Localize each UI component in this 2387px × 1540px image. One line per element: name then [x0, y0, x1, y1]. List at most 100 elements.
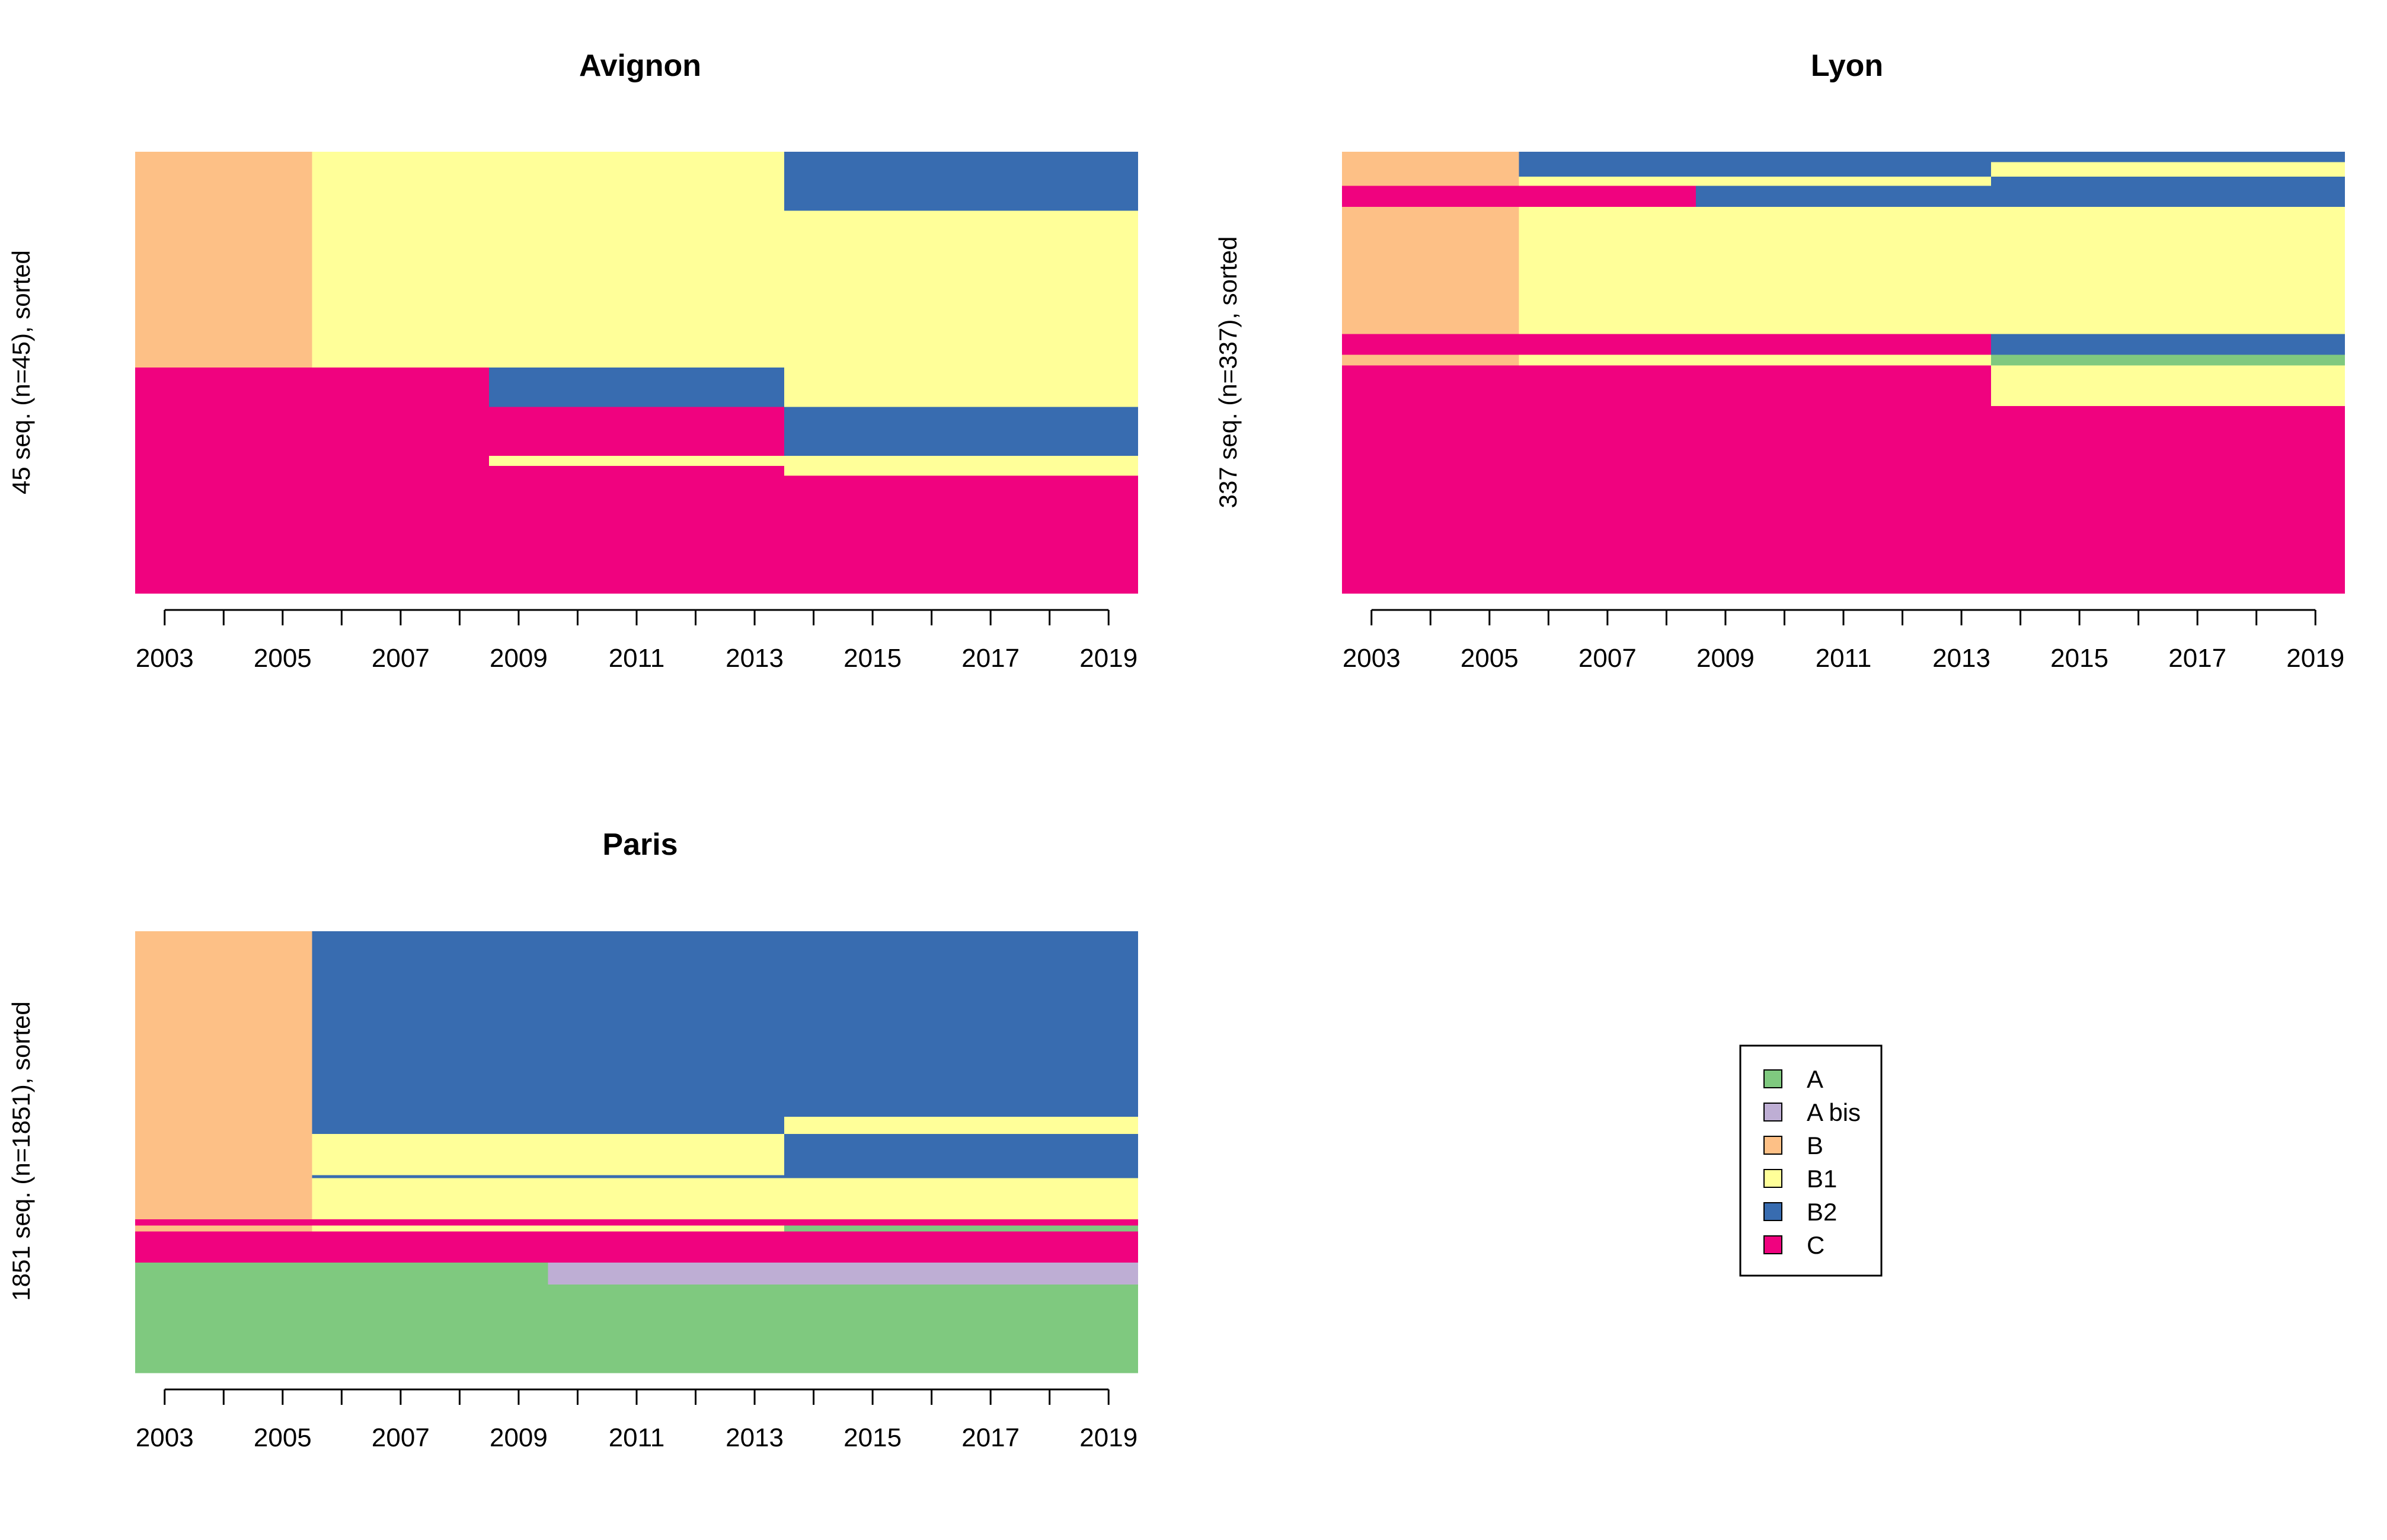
- x-tick-label: 2013: [726, 644, 784, 673]
- legend-swatch-b1: [1763, 1169, 1782, 1188]
- sequence-band-b2: [784, 407, 1138, 456]
- sequence-band-b2: [312, 1117, 784, 1135]
- sequence-band-b: [1342, 206, 1519, 334]
- sequence-band-b2: [312, 1175, 1138, 1179]
- sequence-band-a-bis: [548, 1263, 1138, 1285]
- x-tick-label: 2015: [843, 644, 902, 673]
- sequence-band-b: [135, 1178, 312, 1220]
- sequence-band-c: [1342, 405, 2345, 594]
- x-tick-label: 2017: [961, 644, 1020, 673]
- x-tick-label: 2017: [961, 1423, 1020, 1452]
- legend-swatch-a: [1763, 1069, 1782, 1088]
- panel-lyon: Lyon 337 seq. (n=337), sorted 2003 2005 20…: [1214, 49, 2345, 673]
- x-tick-label: 2007: [372, 1423, 430, 1452]
- y-axis-label: 1851 seq. (n=1851), sorted: [7, 1001, 35, 1301]
- sequence-band-b: [135, 1117, 312, 1135]
- sequence-band-b2: [784, 152, 1138, 211]
- panel-title: Paris: [602, 827, 678, 862]
- sequence-band-c: [135, 456, 490, 467]
- legend-swatch-b: [1763, 1136, 1782, 1155]
- x-tick-label: 2007: [1578, 644, 1637, 673]
- sequence-band-c: [135, 1219, 1138, 1226]
- sequence-band-b1: [312, 1134, 784, 1175]
- sequence-band-b2: [1696, 186, 2345, 207]
- sequence-band-a: [135, 1285, 1138, 1373]
- sequence-band-a: [1990, 354, 2345, 366]
- x-tick-label: 2017: [2168, 644, 2226, 673]
- sequence-band-b1: [312, 152, 784, 211]
- sequence-band-b: [135, 1175, 312, 1179]
- sequence-index-plot: 2003 2005 2007 2009 2011 2013 2015 2017 2019: [135, 931, 1138, 1452]
- x-tick-label: 2019: [1079, 1423, 1137, 1452]
- sequence-band-b2: [1990, 334, 2345, 356]
- sequence-band-b: [1342, 152, 1519, 163]
- x-tick-label: 2011: [1816, 644, 1872, 673]
- legend-swatch-b2: [1763, 1202, 1782, 1221]
- x-tick-label: 2003: [136, 644, 194, 673]
- x-tick-label: 2015: [2050, 644, 2108, 673]
- x-tick-label: 2019: [1079, 644, 1137, 673]
- x-tick-label: 2013: [726, 1423, 784, 1452]
- sequence-band-b1: [784, 456, 1138, 467]
- sequence-band-c: [1342, 334, 1991, 356]
- sequence-band-b1: [784, 465, 1138, 476]
- y-axis-label: 45 seq. (n=45), sorted: [7, 250, 35, 494]
- sequence-band-b2: [784, 1134, 1138, 1175]
- sequence-band-a: [135, 1263, 548, 1285]
- legend-label-b: B: [1807, 1132, 1823, 1159]
- sequence-band-c: [135, 1231, 1138, 1263]
- legend-swatch-a-bis: [1763, 1103, 1782, 1122]
- legend-label-b2: B2: [1807, 1198, 1837, 1226]
- sequence-band-b1: [1519, 354, 1991, 366]
- x-tick-label: 2003: [1343, 644, 1401, 673]
- y-axis-label: 337 seq. (n=337), sorted: [1214, 237, 1242, 509]
- legend-label-b1: B1: [1807, 1165, 1837, 1193]
- legend-swatch-c: [1763, 1235, 1782, 1254]
- panel-avignon: Avignon 45 seq. (n=45), sorted 2003 2005 2…: [7, 49, 1138, 673]
- sequence-band-b1: [784, 1117, 1138, 1135]
- legend-label-a-bis: A bis: [1807, 1098, 1861, 1126]
- sequence-band-c: [1342, 365, 1991, 407]
- x-tick-label: 2007: [372, 644, 430, 673]
- panel-title: Lyon: [1811, 49, 1883, 83]
- x-tick-label: 2011: [609, 644, 665, 673]
- sequence-band-b: [135, 210, 312, 368]
- sequence-band-b: [135, 931, 312, 1117]
- sequence-band-b: [1342, 162, 1519, 177]
- x-tick-label: 2005: [254, 644, 312, 673]
- sequence-band-a: [784, 1225, 1138, 1232]
- sequence-band-c: [135, 407, 490, 456]
- x-tick-label: 2009: [490, 1423, 548, 1452]
- x-tick-label: 2011: [609, 1423, 665, 1452]
- sequence-band-b: [1342, 354, 1519, 366]
- sequence-band-c: [135, 368, 490, 408]
- sequence-band-b: [135, 1225, 312, 1232]
- x-tick-label: 2015: [843, 1423, 902, 1452]
- sequence-band-b1: [784, 368, 1138, 408]
- x-tick-label: 2009: [1696, 644, 1755, 673]
- sequence-band-b1: [1990, 162, 2345, 177]
- panel-paris: Paris 1851 seq. (n=1851), sorted 2003 200…: [7, 827, 1138, 1452]
- x-tick-label: 2019: [2286, 644, 2344, 673]
- sequence-band-b1: [312, 1178, 1138, 1220]
- x-tick-label: 2005: [254, 1423, 312, 1452]
- sequence-band-b2: [1519, 162, 1991, 177]
- sequence-index-plot: 2003 2005 2007 2009 2011 2013 2015 2017 2019: [1342, 152, 2345, 673]
- x-tick-label: 2013: [1932, 644, 1990, 673]
- sequence-band-b2: [1990, 177, 2345, 187]
- sequence-band-b: [1342, 177, 1519, 187]
- sequence-index-plot: 2003 2005 2007 2009 2011 2013 2015 2017 2019: [135, 152, 1138, 673]
- sequence-band-b1: [1990, 365, 2345, 407]
- panel-title: Avignon: [579, 49, 701, 83]
- sequence-band-b1: [1519, 177, 1991, 187]
- sequence-band-b: [135, 1134, 312, 1175]
- sequence-band-b1: [312, 1225, 784, 1232]
- sequence-band-b: [135, 152, 312, 211]
- sequence-band-b1: [489, 456, 784, 467]
- sequence-band-b1: [1519, 206, 2345, 334]
- legend-label-c: C: [1807, 1231, 1824, 1259]
- sequence-band-c: [1342, 186, 1696, 207]
- x-tick-label: 2009: [490, 644, 548, 673]
- sequence-band-b2: [489, 368, 784, 408]
